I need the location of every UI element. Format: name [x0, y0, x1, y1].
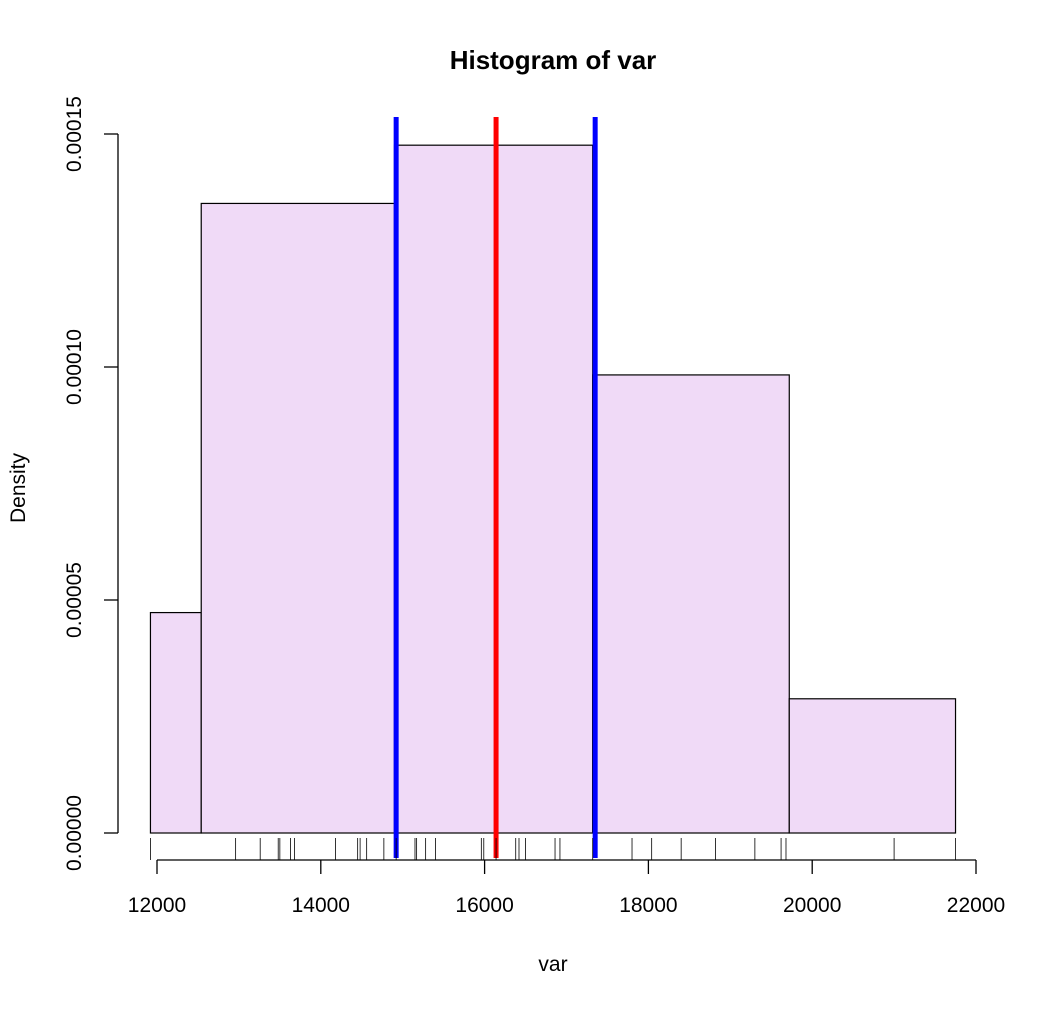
y-axis-label: Density [7, 452, 30, 523]
histogram-bar-1 [149, 611, 202, 834]
x-tick-label-2: 14000 [292, 894, 350, 917]
y-tick-label-4: 0.00015 [63, 96, 86, 172]
x-tick-label-4: 18000 [619, 894, 677, 917]
y-tick-label-1: 0.00000 [63, 795, 86, 871]
bars-group [149, 144, 957, 834]
reference-lines-group [393, 117, 598, 858]
histogram-bar-5 [788, 698, 957, 834]
x-tick-label-6: 22000 [947, 894, 1005, 917]
histogram-bar-2 [200, 202, 396, 834]
x-axis-label: var [538, 953, 567, 976]
y-axis: 0.00000 0.00005 0.00010 0.00015 [63, 96, 119, 871]
y-tick-label-3: 0.00010 [63, 329, 86, 405]
x-tick-label-1: 12000 [128, 894, 186, 917]
histogram-bar-4 [592, 374, 790, 834]
rug-group [150, 838, 956, 860]
y-tick-label-2: 0.00005 [63, 562, 86, 638]
x-tick-label-3: 16000 [455, 894, 513, 917]
chart-title: Histogram of var [450, 45, 657, 75]
x-tick-label-5: 20000 [783, 894, 841, 917]
x-axis: 12000 14000 16000 18000 20000 22000 [128, 859, 1005, 917]
